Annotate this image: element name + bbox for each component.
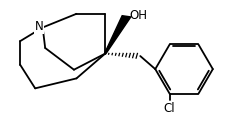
Polygon shape	[104, 16, 130, 54]
Text: N: N	[35, 20, 43, 33]
Text: Cl: Cl	[163, 102, 175, 115]
Text: OH: OH	[129, 9, 146, 22]
